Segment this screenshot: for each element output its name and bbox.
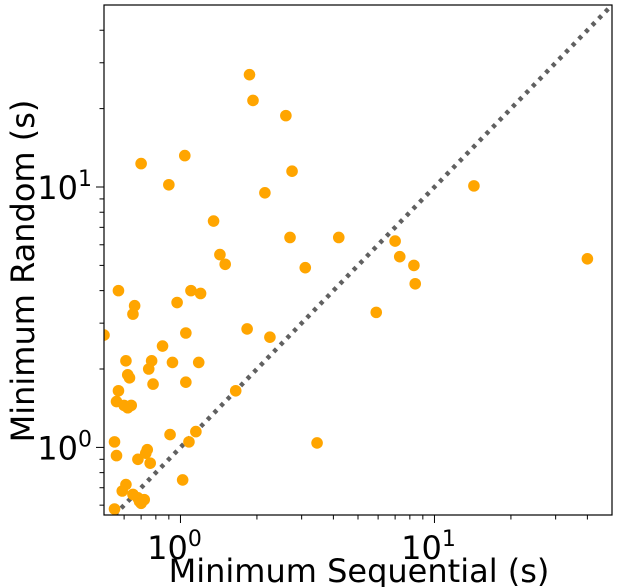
plot-area — [104, 5, 612, 515]
data-point — [581, 252, 594, 265]
data-point — [108, 436, 121, 448]
data-point — [264, 331, 276, 343]
data-point — [180, 327, 192, 339]
data-point — [156, 340, 169, 352]
data-point — [219, 258, 231, 271]
data-point — [259, 187, 271, 199]
data-point — [332, 231, 345, 244]
data-point — [108, 503, 121, 515]
data-point — [183, 436, 195, 448]
data-point — [241, 323, 253, 335]
data-point — [194, 287, 207, 300]
data-point — [299, 261, 312, 274]
data-point — [123, 372, 136, 384]
data-point — [128, 299, 141, 312]
data-point — [192, 356, 205, 369]
data-point — [190, 425, 202, 438]
data-point — [180, 376, 192, 388]
data-point — [247, 94, 259, 107]
data-point — [178, 149, 191, 162]
data-point — [166, 356, 179, 369]
data-point — [280, 109, 292, 122]
data-point — [163, 178, 175, 191]
y-tick-label: 100 — [37, 427, 92, 467]
data-point — [112, 384, 125, 397]
data-point — [229, 384, 242, 397]
data-point — [185, 284, 197, 297]
data-point — [176, 474, 189, 486]
data-point — [370, 306, 383, 319]
x-tick-label: 101 — [401, 527, 456, 567]
data-point — [311, 437, 323, 449]
y-axis-label: Minimum Random (s) — [4, 100, 42, 443]
data-point — [138, 493, 151, 506]
data-point — [112, 284, 125, 297]
data-point — [144, 457, 156, 469]
y-tick-label: 101 — [37, 167, 92, 207]
data-point — [110, 449, 123, 462]
data-point — [132, 453, 144, 466]
x-axis-label: Minimum Sequential (s) — [169, 552, 550, 587]
data-point — [243, 68, 256, 81]
data-point — [171, 296, 183, 309]
axes: 100 101 100 101 — [37, 4, 613, 567]
data-point — [207, 215, 220, 227]
data-point — [147, 378, 159, 390]
data-point — [408, 259, 420, 272]
data-point — [393, 250, 406, 263]
data-point — [104, 329, 110, 341]
data-point — [135, 157, 147, 170]
data-point — [120, 478, 132, 491]
x-tick-label: 100 — [147, 527, 202, 567]
data-point — [214, 248, 226, 261]
data-point — [284, 231, 296, 244]
data-point — [468, 180, 480, 192]
data-point — [164, 428, 176, 441]
data-point — [409, 277, 422, 290]
data-point — [120, 355, 132, 367]
data-point — [389, 235, 401, 247]
data-point — [145, 355, 158, 367]
plot-frame — [103, 4, 613, 516]
data-point — [286, 165, 298, 177]
data-point — [141, 443, 154, 456]
data-point — [125, 399, 138, 412]
